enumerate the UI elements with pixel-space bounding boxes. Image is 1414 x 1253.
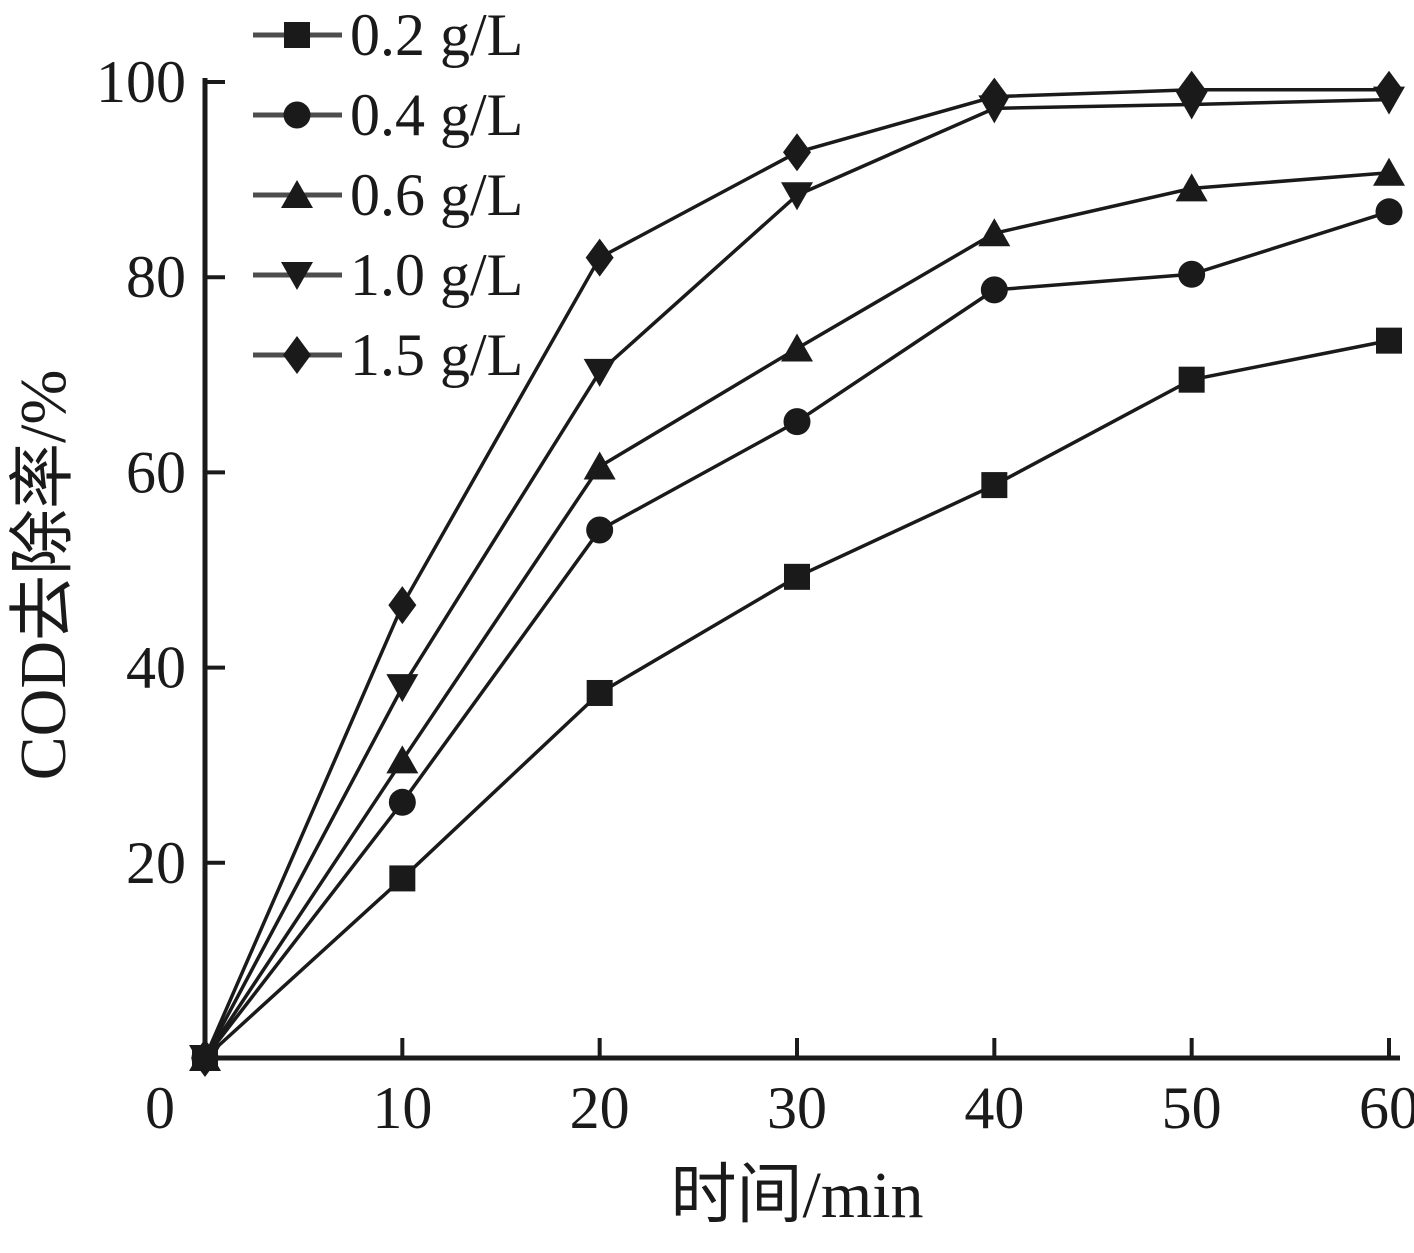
data-point-marker — [191, 1039, 219, 1077]
legend-circle-icon — [283, 101, 311, 129]
data-point-marker — [981, 472, 1008, 499]
y-tick-label: 60 — [126, 439, 186, 505]
y-axis-title: COD去除率/% — [7, 369, 80, 781]
data-point-marker — [783, 408, 811, 436]
legend-label: 0.4 g/L — [350, 82, 523, 148]
data-point-marker — [784, 563, 810, 590]
x-tick-label: 60 — [1359, 1075, 1414, 1141]
data-point-marker — [389, 865, 416, 892]
legend-label: 1.0 g/L — [350, 242, 523, 308]
data-point-marker — [1375, 198, 1403, 226]
y-tick-label: 100 — [96, 49, 186, 115]
data-point-marker — [583, 358, 616, 387]
data-point-marker — [388, 586, 417, 625]
data-point-marker — [386, 674, 419, 703]
data-point-marker — [783, 133, 811, 172]
data-point-marker — [980, 276, 1008, 304]
data-point-marker — [1375, 70, 1403, 109]
data-point-marker — [978, 218, 1011, 247]
y-tick-label: 40 — [126, 635, 186, 701]
x-tick-label: 40 — [964, 1075, 1024, 1141]
data-point-marker — [980, 77, 1009, 116]
data-point-marker — [1376, 327, 1402, 354]
legend-square-icon — [284, 22, 310, 48]
x-tick-label: 30 — [767, 1075, 827, 1141]
data-point-marker — [1178, 260, 1206, 288]
data-point-marker — [1373, 157, 1405, 186]
series-line — [203, 338, 1390, 1060]
x-tick-label: 10 — [372, 1075, 432, 1141]
legend-triangle-down-icon — [281, 262, 313, 290]
data-point-marker — [585, 238, 614, 277]
data-point-marker — [586, 516, 614, 544]
data-point-marker — [781, 182, 813, 211]
data-point-marker — [586, 679, 613, 706]
data-point-marker — [781, 333, 813, 362]
legend-label: 0.6 g/L — [350, 162, 523, 228]
data-point-marker — [1175, 173, 1208, 202]
x-axis-title: 时间/min — [670, 1159, 924, 1232]
legend-triangle-up-icon — [281, 180, 313, 208]
y-tick-label: 80 — [126, 244, 186, 310]
y-tick-label: 20 — [126, 830, 186, 896]
data-point-marker — [1177, 70, 1206, 109]
x-tick-label: 0 — [145, 1075, 175, 1141]
data-point-marker — [386, 745, 419, 774]
legend-label: 1.5 g/L — [350, 322, 523, 388]
legend-label: 0.2 g/L — [350, 2, 523, 68]
x-tick-label: 50 — [1162, 1075, 1222, 1141]
legend-diamond-icon — [283, 336, 311, 374]
data-point-marker — [1178, 366, 1205, 393]
data-point-marker — [583, 451, 616, 480]
data-point-marker — [388, 788, 416, 816]
x-tick-label: 20 — [570, 1075, 630, 1141]
